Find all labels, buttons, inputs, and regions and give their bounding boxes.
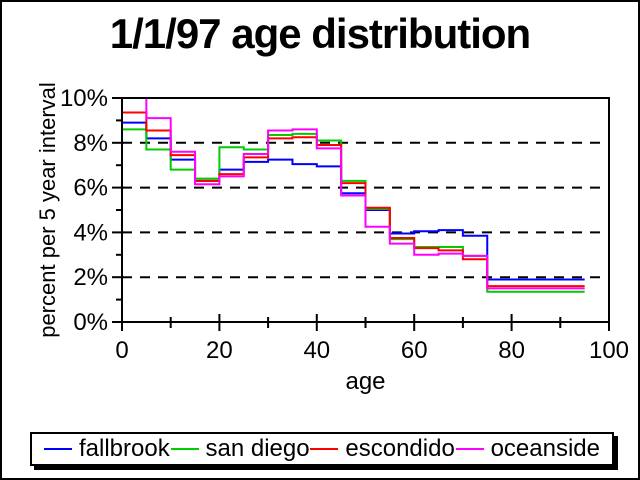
y-tick-label: 2%: [73, 264, 108, 291]
legend-label-fallbrook: fallbrook: [79, 435, 170, 462]
x-axis-title: age: [345, 368, 386, 395]
y-tick-label: 0%: [73, 309, 108, 336]
san-diego-line-marker-icon: [170, 448, 199, 450]
x-tick-label: 60: [401, 337, 428, 364]
x-tick-label: 20: [206, 337, 233, 364]
legend-item-escondido: escondido: [310, 435, 455, 463]
x-tick-label: 80: [498, 337, 525, 364]
series-line-oceanside: [122, 97, 585, 290]
oceanside-line-marker-icon: [455, 448, 484, 450]
x-tick-label: 0: [115, 337, 128, 364]
chart-title: 1/1/97 age distribution: [109, 10, 531, 57]
y-tick-label: 6%: [73, 175, 108, 202]
x-tick-label: 100: [589, 337, 629, 364]
legend: fallbrook san diego escondido oceanside: [30, 432, 614, 466]
x-tick-label: 40: [303, 337, 330, 364]
legend-item-san-diego: san diego: [170, 435, 310, 463]
legend-item-oceanside: oceanside: [455, 435, 600, 463]
legend-label-escondido: escondido: [345, 435, 455, 462]
series-line-san-diego: [122, 128, 585, 293]
series-line-escondido: [122, 111, 585, 288]
y-tick-label: 4%: [73, 219, 108, 246]
y-tick-label: 10%: [60, 85, 108, 112]
legend-label-oceanside: oceanside: [490, 435, 600, 462]
escondido-line-marker-icon: [310, 448, 339, 450]
series-line-fallbrook: [122, 121, 585, 281]
legend-item-fallbrook: fallbrook: [44, 435, 170, 463]
fallbrook-line-marker-icon: [44, 448, 72, 450]
y-tick-label: 8%: [73, 130, 108, 157]
legend-label-san-diego: san diego: [205, 435, 310, 462]
